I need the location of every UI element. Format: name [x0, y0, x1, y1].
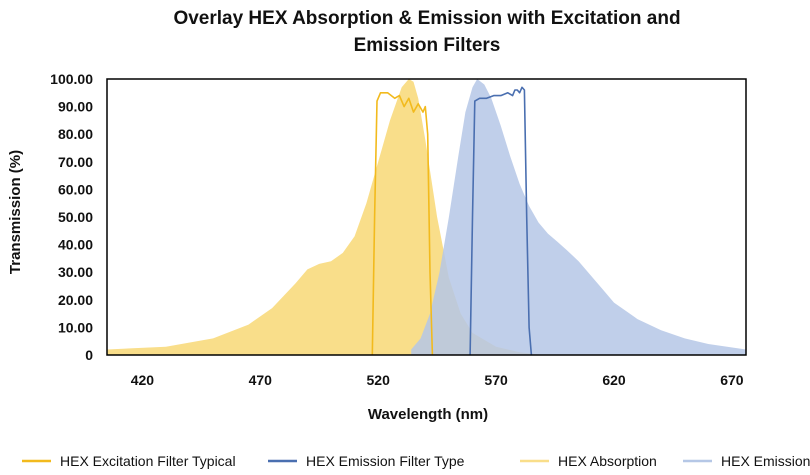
x-tick-label: 670	[720, 372, 744, 388]
legend: HEX Excitation Filter Typical HEX Emissio…	[22, 453, 810, 469]
y-tick-label: 60.00	[58, 181, 93, 197]
chart-title: Overlay HEX Absorption & Emission with E…	[173, 8, 680, 56]
y-tick-label: 30.00	[58, 264, 93, 280]
legend-label: HEX Emission	[721, 453, 810, 469]
legend-label: HEX Emission Filter Type	[306, 453, 465, 469]
series-line-0	[371, 92, 434, 356]
plot-areas	[107, 79, 746, 355]
x-tick-label: 420	[131, 372, 155, 388]
y-tick-label: 50.00	[58, 209, 93, 225]
y-tick-label: 10.00	[58, 319, 93, 335]
y-tick-label: 20.00	[58, 292, 93, 308]
chart-title-line-2: Emission Filters	[354, 35, 501, 56]
legend-label: HEX Absorption	[558, 453, 657, 469]
chart-title-line-1: Overlay HEX Absorption & Emission with E…	[173, 8, 680, 29]
x-tick-label: 470	[249, 372, 273, 388]
y-tick-label: 90.00	[58, 99, 93, 115]
x-tick-label: 620	[602, 372, 626, 388]
series-line-1	[469, 86, 533, 356]
y-tick-label: 100.00	[50, 71, 93, 87]
x-axis-ticks: 420 470 520 570 620 670	[131, 372, 744, 388]
series-area-2	[107, 79, 544, 355]
y-tick-label: 80.00	[58, 126, 93, 142]
x-tick-label: 570	[484, 372, 508, 388]
y-tick-label: 0	[85, 347, 93, 363]
legend-label: HEX Excitation Filter Typical	[60, 453, 236, 469]
y-tick-label: 40.00	[58, 237, 93, 253]
plot-lines	[371, 86, 533, 356]
x-tick-label: 520	[367, 372, 391, 388]
y-tick-label: 70.00	[58, 154, 93, 170]
series-area-3	[411, 79, 746, 355]
plot-frame	[106, 78, 747, 356]
y-axis-label: Transmission (%)	[7, 150, 24, 274]
y-axis-ticks: 100.00 90.00 80.00 70.00 60.00 50.00 40.00 30.0…	[50, 71, 93, 363]
x-axis-label: Wavelength (nm)	[368, 406, 488, 423]
